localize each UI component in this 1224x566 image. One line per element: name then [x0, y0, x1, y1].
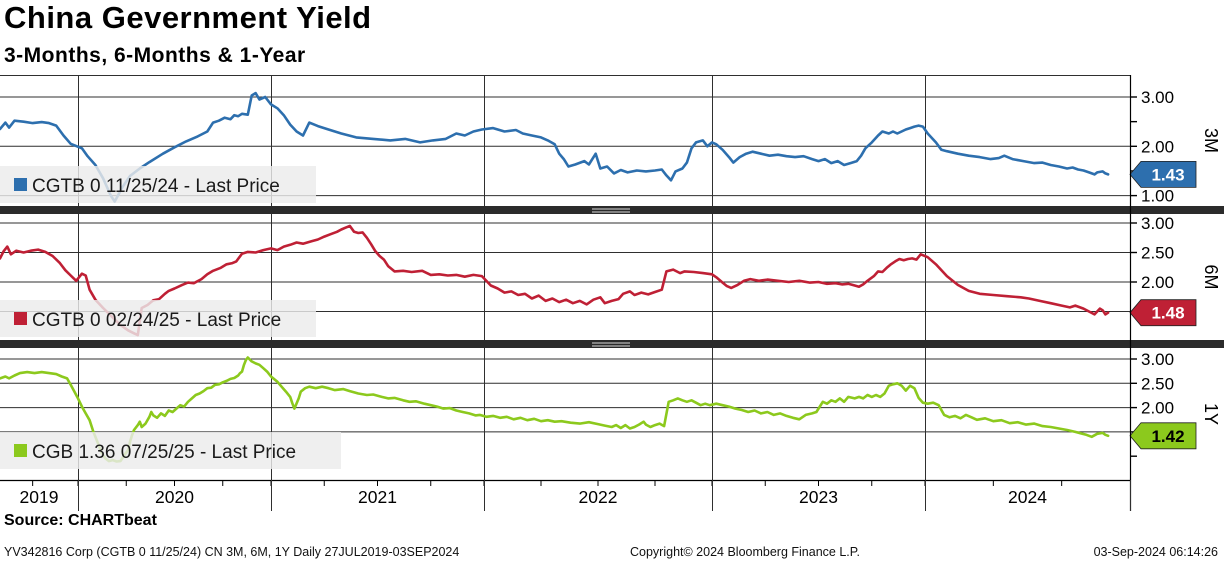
panel-right-label-1y: 1Y: [1201, 403, 1221, 425]
page-title: China Gevernment Yield: [4, 0, 372, 35]
legend-3m[interactable]: CGTB 0 11/25/24 - Last Price: [0, 166, 316, 203]
price-tag-shape: [1129, 161, 1197, 188]
price-tag-shape: [1129, 299, 1197, 327]
x-tick-label: 2019: [20, 487, 59, 507]
legend-box: [0, 166, 316, 203]
series-line-1y[interactable]: [0, 356, 1110, 463]
axis-label: 2.50: [1141, 374, 1174, 393]
axis-label: 3.00: [1141, 88, 1174, 107]
panel-1y: CGB 1.36 07/25/25 - Last Price 3.00 2.50 2.…: [0, 348, 1221, 480]
panel-separator[interactable]: [0, 206, 1224, 214]
x-tick-label: 2022: [579, 487, 618, 507]
axis-label: 3.00: [1141, 350, 1174, 369]
price-tag-3m[interactable]: 1.43: [1129, 161, 1197, 188]
legend-1y[interactable]: CGB 1.36 07/25/25 - Last Price: [0, 432, 341, 469]
legend-label: CGB 1.36 07/25/25 - Last Price: [32, 442, 296, 463]
series-line-6m[interactable]: [0, 224, 1110, 337]
panel-3m: CGTB 0 11/25/24 - Last Price 3.00 2.00 1.00…: [0, 75, 1221, 206]
legend-box: [0, 300, 316, 337]
x-tick-label: 2021: [358, 487, 397, 507]
axis-label: 2.00: [1141, 399, 1174, 418]
price-tag-value: 1.42: [1151, 427, 1184, 446]
footer-security-info: YV342816 Corp (CGTB 0 11/25/24) CN 3M, 6…: [4, 545, 460, 559]
series-line-3m[interactable]: [0, 91, 1110, 203]
legend-6m[interactable]: CGTB 0 02/24/25 - Last Price: [0, 300, 316, 337]
x-tick-label: 2023: [799, 487, 838, 507]
panel-separator[interactable]: [0, 340, 1224, 348]
price-tag-value: 1.48: [1151, 304, 1184, 323]
legend-label: CGTB 0 11/25/24 - Last Price: [32, 176, 280, 197]
legend-swatch: [14, 178, 27, 191]
axis-label: 2.00: [1141, 273, 1174, 292]
price-tag-6m[interactable]: 1.48: [1129, 299, 1197, 327]
axis-label: 2.50: [1141, 244, 1174, 263]
legend-swatch: [14, 444, 27, 457]
price-tag-1y[interactable]: 1.42: [1129, 422, 1197, 450]
page-subtitle: 3-Months, 6-Months & 1-Year: [4, 44, 306, 67]
axis-label: 1.00: [1141, 187, 1174, 206]
legend-label: CGTB 0 02/24/25 - Last Price: [32, 310, 281, 331]
legend-swatch: [14, 312, 27, 325]
x-tick-label: 2024: [1008, 487, 1047, 507]
price-tag-shape: [1129, 422, 1197, 450]
axis-label: 3.00: [1141, 214, 1174, 233]
footer-copyright: Copyright© 2024 Bloomberg Finance L.P.: [630, 545, 860, 559]
panel-right-label-6m: 6M: [1201, 264, 1221, 289]
legend-box: [0, 432, 341, 469]
panel-right-label-3m: 3M: [1201, 128, 1221, 153]
price-tag-value: 1.43: [1151, 165, 1184, 184]
panel-6m: CGTB 0 02/24/25 - Last Price 3.00 2.50 2.00…: [0, 214, 1221, 340]
footer-timestamp: 03-Sep-2024 06:14:26: [1093, 545, 1218, 559]
axis-label: 2.00: [1141, 137, 1174, 156]
source-line: Source: CHARTbeat: [4, 512, 157, 529]
x-tick-label: 2020: [155, 487, 194, 507]
